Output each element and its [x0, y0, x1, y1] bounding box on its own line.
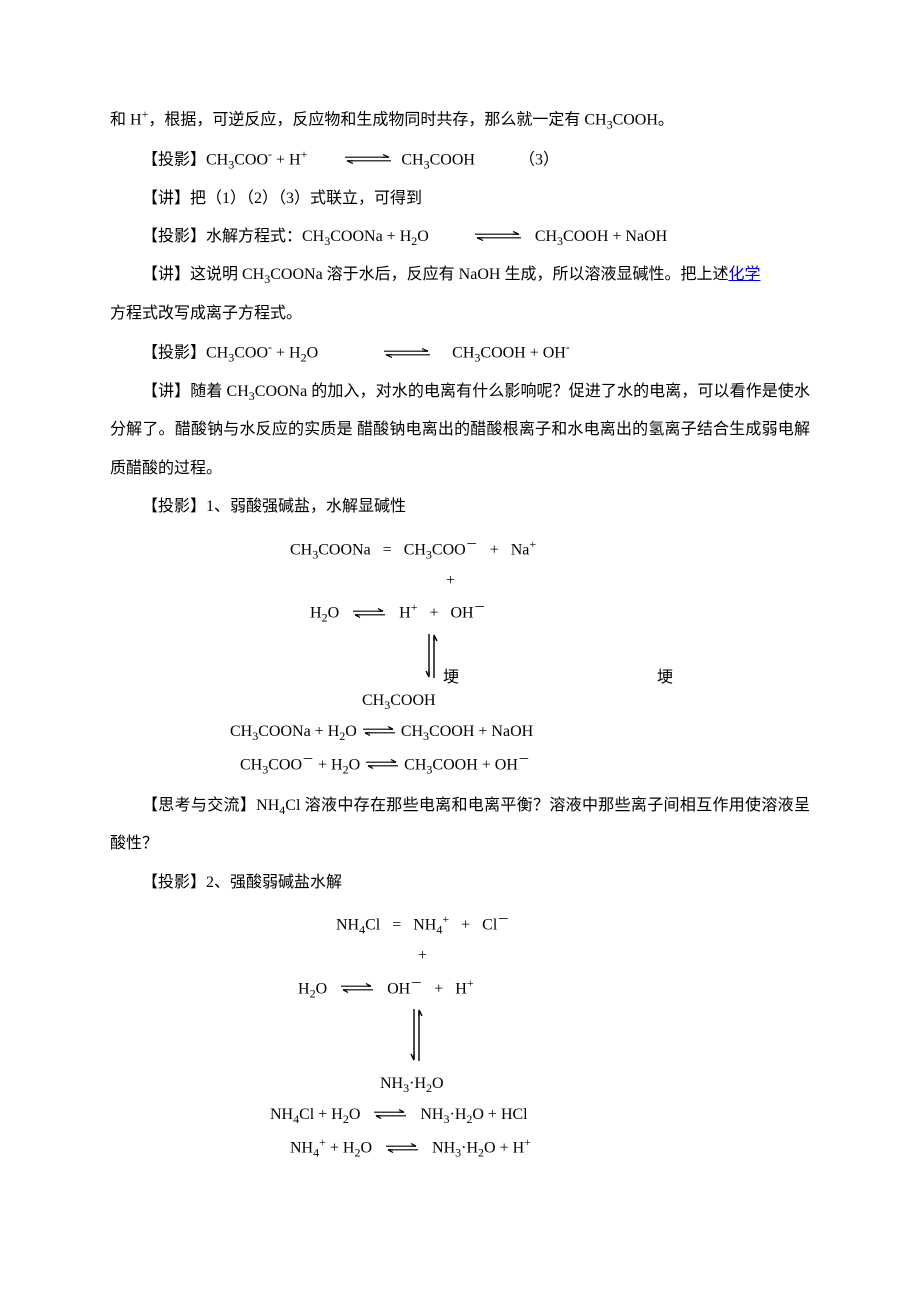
down-double-arrow-icon	[410, 1007, 424, 1067]
equilibrium-arrow-icon	[351, 599, 387, 629]
diagram1-yi2: 埂	[657, 669, 673, 686]
diagram2-plus: +	[110, 941, 810, 971]
diagram2-dissociation: NH4Cl = NH4+ + Cl－	[110, 908, 810, 941]
chemistry-link[interactable]: 化学	[728, 266, 760, 283]
diagram2-eq2: NH4+ + H2O NH3·H2O + H+	[110, 1131, 810, 1164]
diagram1-plus: +	[110, 566, 810, 596]
equilibrium-arrow-icon	[350, 335, 432, 373]
line-2: 【投影】CH3COO- + H+ CH3COOH （3）	[110, 140, 810, 180]
diagram1-water: H2O H+ + OH－	[110, 596, 810, 629]
diagram1-eq1: CH3COONa + H2OCH3COOH + NaOH	[110, 717, 810, 748]
diagram2-eq1: NH4Cl + H2O NH3·H2O + HCl	[110, 1100, 810, 1131]
equilibrium-arrow-icon	[384, 1134, 420, 1164]
diagram1-yi1: 埂	[443, 640, 459, 686]
diagram1-downarrow-row: 埂 埂	[110, 630, 810, 686]
equilibrium-arrow-icon	[372, 1100, 408, 1130]
down-double-arrow-icon	[425, 632, 439, 684]
equilibrium-arrow-icon	[441, 218, 523, 256]
diagram2-water: H2O OH－ + H+	[110, 972, 810, 1005]
line-6: 【投影】CH3COO- + H2O CH3COOH + OH-	[110, 333, 810, 373]
diagram-1: CH3COONa = CH3COO－ + Na+ + H2O H+ + OH－ …	[110, 533, 810, 781]
diagram2-product: NH3·H2O	[110, 1069, 810, 1100]
diagram1-product: CH3COOH	[110, 686, 810, 717]
line-8: 【投影】1、弱酸强碱盐，水解显碱性	[110, 488, 810, 526]
diagram1-eq2: CH3COO－ + H2OCH3COOH + OH－	[110, 748, 810, 781]
line-1: 和 H+，根据，可逆反应，反应物和生成物同时共存，那么就一定有 CH3COOH。	[110, 100, 810, 140]
line-10: 【投影】2、强酸弱碱盐水解	[110, 864, 810, 902]
diagram1-dissociation: CH3COONa = CH3COO－ + Na+	[110, 533, 810, 566]
line-3: 【讲】把（1）（2）（3）式联立，可得到	[110, 180, 810, 218]
line-7: 【讲】随着 CH3COONa 的加入，对水的电离有什么影响呢？促进了水的电离，可…	[110, 373, 810, 488]
line-9: 【思考与交流】NH4Cl 溶液中存在那些电离和电离平衡？溶液中那些离子间相互作用…	[110, 787, 810, 864]
document-page: 和 H+，根据，可逆反应，反应物和生成物同时共存，那么就一定有 CH3COOH。…	[0, 0, 920, 1302]
line-4: 【投影】水解方程式：CH3COONa + H2O CH3COOH + NaOH	[110, 218, 810, 257]
line-5: 【讲】这说明 CH3COONa 溶于水后，反应有 NaOH 生成，所以溶液显碱性…	[110, 256, 810, 294]
diagram2-downarrow-row	[110, 1005, 810, 1069]
equilibrium-arrow-icon	[364, 750, 400, 780]
diagram-2: NH4Cl = NH4+ + Cl－ + H2O OH－ + H+ NH3·H2…	[110, 908, 810, 1164]
line-5b: 方程式改写成离子方程式。	[110, 295, 810, 333]
equilibrium-arrow-icon	[361, 717, 397, 747]
equilibrium-arrow-icon	[311, 141, 393, 179]
equilibrium-arrow-icon	[339, 974, 375, 1004]
